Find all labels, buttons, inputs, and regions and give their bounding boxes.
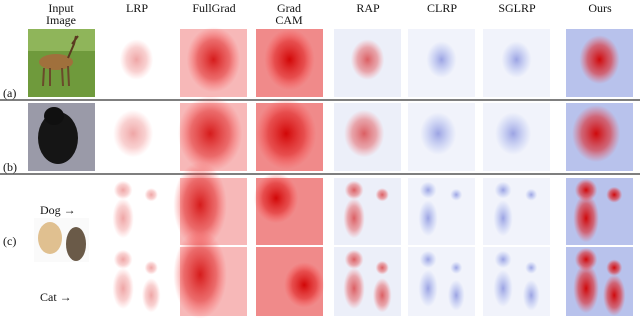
heatmap-blob (494, 181, 512, 199)
sub-label: Dog → (40, 203, 76, 217)
antelope (39, 54, 73, 70)
heatmap-blob (344, 249, 364, 270)
heatmap-blob (525, 261, 538, 274)
heatmap-blob (113, 180, 133, 200)
heatmap-blob (186, 26, 241, 93)
heatmap-blob (572, 105, 621, 163)
antelope-horns (67, 35, 79, 59)
heatmap-blob (606, 259, 623, 276)
heatmap-blob (112, 267, 134, 310)
column-header: RAP (356, 1, 380, 15)
heatmap-blob (344, 180, 364, 200)
heatmap-blob (493, 200, 513, 237)
column-header: FullGrad (192, 1, 236, 15)
heatmap-blob (573, 263, 599, 314)
row-label: (c) (3, 234, 17, 248)
heatmap-blob (113, 249, 133, 270)
heatmap-blob (426, 41, 457, 78)
heatmap (408, 178, 475, 245)
cat (38, 112, 78, 164)
heatmap-blob (253, 172, 299, 224)
heatmap-blob (141, 278, 161, 313)
heatmap-blob (574, 247, 598, 272)
column-header: SGLRP (498, 1, 536, 15)
antelope-legs (42, 65, 70, 87)
heatmap-blob (343, 198, 365, 239)
heatmap-blob (343, 267, 365, 310)
heatmap-blob (418, 269, 438, 308)
heatmap-blob (606, 186, 623, 203)
heatmap-blob (525, 188, 538, 201)
dog (38, 222, 62, 254)
heatmap-blob (579, 35, 620, 85)
heatmap-blob (350, 39, 385, 80)
heatmap-blob (119, 39, 154, 80)
heatmap-blob (494, 250, 512, 269)
column-header: LRP (125, 1, 148, 15)
heatmap-blob (375, 260, 389, 275)
heatmap-blob (113, 109, 154, 158)
heatmap-blob (173, 230, 227, 319)
heatmap-blob (574, 178, 598, 202)
heatmap-blob (450, 188, 463, 201)
heatmap-blob (372, 278, 392, 313)
heatmap-blob (177, 95, 243, 172)
heatmap-blob (450, 261, 463, 274)
heatmap-blob (573, 194, 599, 243)
heatmap-blob (344, 109, 385, 158)
heatmap-blob (144, 188, 158, 202)
heatmap-blob (173, 161, 227, 248)
heatmap (483, 178, 550, 245)
row-label: (a) (3, 86, 17, 100)
heatmap-blob (420, 112, 457, 156)
heatmap-blob (501, 41, 532, 78)
heatmap-blob (419, 250, 437, 269)
column-header: Ours (588, 1, 612, 15)
cat-head (44, 107, 64, 125)
heatmap-blob (284, 262, 325, 308)
heatmap (483, 247, 550, 316)
heatmap-blob (522, 279, 540, 311)
input-image-bg (28, 29, 95, 51)
heatmap-blob (493, 269, 513, 308)
heatmap-blob (264, 28, 315, 91)
column-header: Input Image (46, 1, 76, 27)
heatmap-blob (144, 260, 158, 275)
cat (66, 227, 86, 261)
heatmap-blob (447, 279, 465, 311)
heatmap-blob (602, 274, 626, 316)
column-header: Grad CAM (275, 1, 303, 27)
sub-label: Cat → (40, 290, 72, 304)
heatmap (408, 247, 475, 316)
heatmap-blob (418, 200, 438, 237)
heatmap-blob (112, 198, 134, 239)
heatmap-blob (419, 181, 437, 199)
row-label: (b) (3, 160, 17, 174)
heatmap-blob (256, 97, 317, 170)
heatmap-blob (375, 188, 389, 202)
column-header: CLRP (426, 1, 457, 15)
heatmap-blob (495, 112, 532, 156)
